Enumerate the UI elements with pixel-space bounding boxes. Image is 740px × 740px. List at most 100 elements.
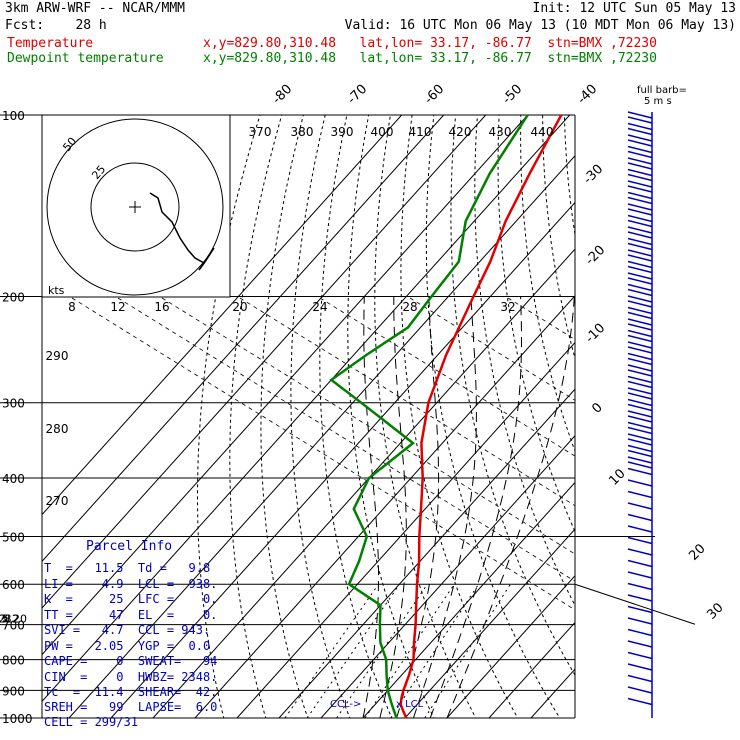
- mixing-ratio-label: 5: [2, 613, 9, 626]
- wind-barb: [627, 295, 653, 303]
- pressure-label: 200: [2, 291, 25, 305]
- wind-barb: [627, 231, 653, 239]
- wind-barb: [627, 122, 653, 131]
- isotherm-line: [42, 115, 445, 563]
- wind-scale-line: [71, 297, 575, 611]
- wind-barb: [627, 180, 653, 188]
- wind-barb: [627, 341, 653, 349]
- dry-adiabat-line: [347, 115, 435, 718]
- theta-left-label: 290: [46, 349, 69, 363]
- wind-barb: [627, 300, 653, 308]
- isotherm-line: [194, 295, 575, 718]
- isotherm-line: [362, 481, 575, 718]
- parcel-row-svi: SVI = 4.7 CCL = 943.: [44, 623, 211, 637]
- mixing-ratio-label: 2: [0, 613, 6, 626]
- parcel-info-panel: Parcel Info T = 11.5 Td = 9.8 LI = 4.9 L…: [44, 537, 232, 729]
- forecast-hour: Fcst: 28 h: [5, 18, 107, 33]
- wind-scale-label: 8: [68, 300, 76, 314]
- wind-barb: [627, 651, 653, 660]
- mixing-ratio-label: 12: [5, 613, 19, 626]
- wind-barb: [627, 157, 653, 165]
- dry-adiabat-line: [290, 115, 351, 718]
- moist-adiabat-line: [429, 296, 522, 718]
- wind-barb: [627, 127, 653, 136]
- dry-adiabat-line: [319, 115, 393, 718]
- parcel-row-cell: CELL = 299/31: [44, 715, 138, 729]
- theta-left-label: 280: [46, 422, 69, 436]
- isotherm-line: [42, 115, 529, 656]
- barb-legend-text: 5 m s: [644, 96, 672, 107]
- temperature-trace: [399, 114, 563, 719]
- dry-adiabat-line: [400, 115, 519, 718]
- mixing-ratio-line: [424, 583, 511, 718]
- right-isotherm-label: 20: [686, 541, 708, 563]
- wind-barb: [627, 444, 653, 453]
- wind-barb: [627, 525, 653, 533]
- dry-adiabat-line: [260, 115, 309, 718]
- wind-scale-lines: [71, 297, 575, 611]
- top-isotherm-label: -60: [422, 82, 448, 108]
- valid-time: Valid: 16 UTC Mon 06 May 13 (10 MDT Mon …: [344, 18, 736, 33]
- wind-barb: [627, 628, 653, 637]
- wind-barb: [627, 272, 653, 280]
- wind-barb: [627, 208, 653, 216]
- wind-scale-line: [117, 297, 575, 582]
- wind-scale-label: 28: [402, 300, 417, 314]
- wind-barb: [627, 392, 653, 400]
- parcel-info-title: Parcel Info: [86, 539, 173, 554]
- isotherm-line: [110, 201, 575, 718]
- wind-barb: [627, 380, 653, 389]
- wind-scale-line: [239, 297, 575, 507]
- wind-barb: [627, 150, 653, 159]
- dry-adiabat-line: [673, 115, 740, 731]
- wind-barb: [627, 145, 653, 154]
- dry-adiabats: [197, 115, 740, 731]
- parcel-row-pw: PW = 2.05 YGP = 0.0: [44, 639, 211, 653]
- dry-adiabat-line: [197, 115, 261, 718]
- parcel-row-cape: CAPE = 0 SWEAT= 94: [44, 654, 218, 668]
- wind-barb: [627, 559, 653, 568]
- legend-dewpoint: Dewpoint temperature: [7, 51, 164, 66]
- isotherm-line: [236, 341, 575, 718]
- wind-barb: [627, 582, 653, 591]
- dry-adiabat-line: [450, 115, 575, 677]
- wind-barb: [627, 254, 653, 262]
- wind-barb: [627, 219, 653, 228]
- wind-barb: [627, 111, 653, 119]
- moist-adiabat-line: [446, 296, 575, 718]
- mixing-ratio-line: [390, 583, 480, 718]
- parcel-row-t: T = 11.5 Td = 9.8: [44, 561, 211, 575]
- wind-barb: [627, 502, 653, 510]
- wind-barb: [627, 369, 653, 377]
- wind-barb: [627, 357, 653, 366]
- wind-barb: [627, 415, 653, 423]
- right-isotherm-label: 0: [589, 400, 605, 416]
- dry-adiabat-line: [651, 115, 740, 731]
- theta-label: 410: [409, 125, 432, 139]
- wind-barb: [627, 242, 653, 251]
- wind-barb: [627, 467, 653, 476]
- wind-barb: [627, 277, 653, 285]
- wind-barb: [627, 410, 653, 418]
- wind-barb: [627, 139, 653, 147]
- mixing-ratio-label: 3: [0, 613, 7, 626]
- wind-barb: [627, 346, 653, 354]
- wind-barb: [627, 116, 653, 124]
- right-isotherm-label: -20: [583, 243, 609, 269]
- hodograph-ring-50: [46, 118, 224, 296]
- wind-barb: [627, 203, 653, 211]
- mixing-ratio-lines: [284, 583, 511, 718]
- wind-barb: [627, 375, 653, 384]
- pressure-label: 100: [2, 109, 25, 123]
- wind-barb: [627, 226, 653, 234]
- pressure-label: 400: [2, 472, 25, 486]
- hodograph-ring-25: [90, 162, 180, 252]
- wind-barb: [627, 329, 653, 338]
- barb-legend-text: full barb=: [637, 85, 687, 96]
- wind-barb: [627, 461, 653, 469]
- barb-zone-diag: [574, 583, 696, 625]
- wind-barb: [627, 288, 653, 297]
- theta-label: 390: [331, 125, 354, 139]
